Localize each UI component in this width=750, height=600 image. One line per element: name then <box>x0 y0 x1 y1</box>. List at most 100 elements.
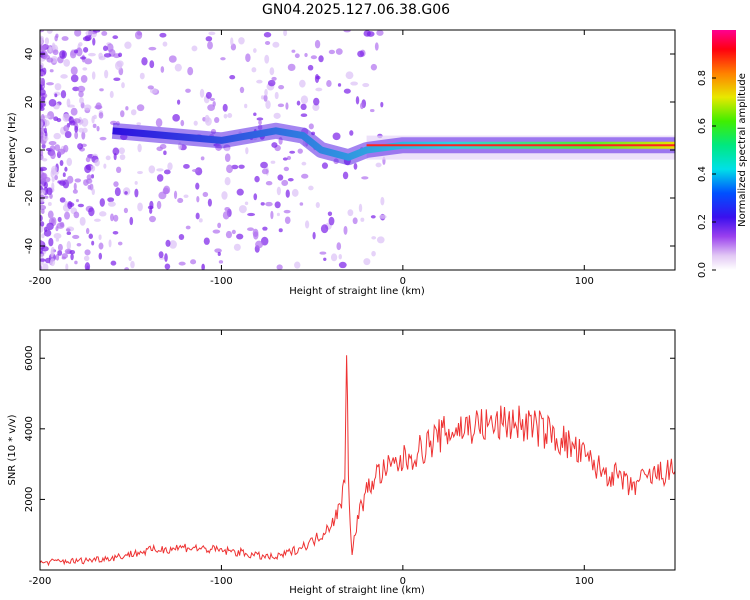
spectrogram-speckle <box>61 50 66 58</box>
spectrogram-speckle <box>66 175 74 184</box>
spectrogram-speckle <box>286 155 292 161</box>
spectrogram-speckle <box>84 262 91 270</box>
spectrogram-speckle <box>73 182 77 191</box>
spectrogram-speckle <box>291 188 299 197</box>
spectrogram-speckle <box>304 52 308 58</box>
spectrogram-speckle <box>254 175 260 183</box>
spectrogram-speckle <box>114 187 121 197</box>
spectrogram-speckle <box>224 206 231 212</box>
spectrogram-speckle <box>80 74 88 83</box>
spectrogram-speckle <box>105 155 111 161</box>
spectrogram-speckle <box>66 231 72 236</box>
spectrogram-speckle <box>183 163 190 169</box>
spectrogram-speckle <box>51 182 55 191</box>
spectrogram-speckle <box>91 71 96 80</box>
spectrogram-speckle <box>48 141 57 146</box>
spectrogram-speckle <box>217 251 221 257</box>
spectrogram-speckle <box>84 58 93 65</box>
spectrogram-speckle <box>54 83 62 91</box>
spectrogram-speckle <box>48 99 57 107</box>
spectrogram-speckle <box>74 49 79 54</box>
spectrogram-speckle <box>57 216 62 223</box>
spectrogram-speckle <box>327 211 333 217</box>
spectrogram-speckle <box>247 227 254 232</box>
spectrogram-speckle <box>371 236 377 240</box>
spectrogram-speckle <box>315 87 323 92</box>
spectrogram-speckle <box>74 30 82 37</box>
spectrogram-speckle <box>98 252 103 260</box>
spectrogram-speckle <box>64 211 71 220</box>
spectrogram-speckle <box>47 201 52 206</box>
spectrogram-speckle <box>207 41 213 50</box>
spectrogram-speckle <box>263 32 272 38</box>
spectrogram-speckle <box>369 108 375 113</box>
spectrogram-speckle <box>44 37 50 45</box>
spectrogram-speckle <box>363 30 371 37</box>
spectrogram-speckle <box>42 54 51 60</box>
spectrogram-speckle <box>99 88 104 92</box>
spectrogram-speckle <box>91 240 95 246</box>
spectrogram-speckle <box>258 120 262 125</box>
spectrogram-speckle <box>123 207 128 214</box>
spectrogram-speckle <box>49 258 56 267</box>
spectrogram-speckle <box>86 174 92 181</box>
spectrogram-speckle <box>357 50 365 58</box>
spectrogram-speckle <box>308 185 314 191</box>
spectrogram-speckle <box>137 143 142 153</box>
spectrogram-speckle <box>40 258 46 262</box>
spectrogram-speckle <box>371 250 376 257</box>
spectrogram-speckle <box>193 120 198 126</box>
x-tick-label: 0 <box>400 576 406 587</box>
spectrogram-speckle <box>68 116 74 124</box>
spectrogram-speckle <box>318 55 324 63</box>
spectrogram-speckle <box>265 181 273 186</box>
spectrogram-speckle <box>67 201 73 210</box>
snr-y-ticks: 2000 4000 6000 <box>24 346 675 512</box>
spectrogram-speckle <box>80 56 87 60</box>
colorbar-label: Normalized spectral amplitude <box>737 73 748 227</box>
spectrogram-speckle <box>81 117 89 127</box>
colorbar-tick-label: 0.6 <box>697 118 708 134</box>
spectrogram-speckle <box>125 106 129 111</box>
spectrogram-speckle <box>156 168 164 172</box>
snr-frame <box>39 329 676 571</box>
spectrogram-speckle <box>74 131 79 140</box>
spectrogram-speckle <box>46 30 53 34</box>
spectrogram-speckle <box>314 73 320 83</box>
spectrogram-speckle <box>90 165 96 172</box>
spectrogram-speckle <box>294 261 301 269</box>
spectrogram-speckle <box>78 90 84 98</box>
spectrogram-speckle <box>218 260 224 264</box>
spectrogram-speckle <box>98 242 104 250</box>
spectrogram-speckle <box>91 188 95 196</box>
spectrogram-speckle <box>134 188 139 198</box>
y-tick-label: -20 <box>24 190 35 206</box>
spectrogram-speckle <box>46 222 54 231</box>
spectrogram-speckle <box>212 229 221 234</box>
spectrogram-speckle <box>129 216 134 226</box>
spectrogram-speckle <box>312 103 320 112</box>
spectrogram-speckle <box>276 212 280 217</box>
spectrogram-speckle <box>147 85 154 90</box>
spectrogram-speckle <box>56 118 62 123</box>
spectrogram-speckle <box>185 88 191 93</box>
spectrogram-speckle <box>245 147 249 155</box>
spectrogram-speckle <box>185 225 191 230</box>
spectrogram-speckle <box>40 71 45 76</box>
spectrogram-speckle <box>223 113 228 119</box>
spectrogram-speckle <box>239 86 245 94</box>
spectrogram-speckle <box>231 164 239 170</box>
y-tick-label: -40 <box>24 238 35 254</box>
spectrogram-speckle <box>343 30 351 33</box>
spectrogram-speckle <box>191 45 198 52</box>
y-tick-label: 40 <box>24 48 35 61</box>
spectrogram-speckle <box>52 49 59 56</box>
spectrogram-y-ticks: -40 -20 0 20 40 <box>24 48 675 254</box>
spectrogram-speckle <box>54 93 58 98</box>
spectrogram-speckle <box>77 143 84 150</box>
spectrogram-speckle <box>40 199 45 203</box>
spectrogram-speckle <box>40 221 45 227</box>
spectrogram-speckle <box>353 162 358 170</box>
spectrogram-speckle <box>98 112 104 119</box>
snr-series-line <box>40 355 675 567</box>
